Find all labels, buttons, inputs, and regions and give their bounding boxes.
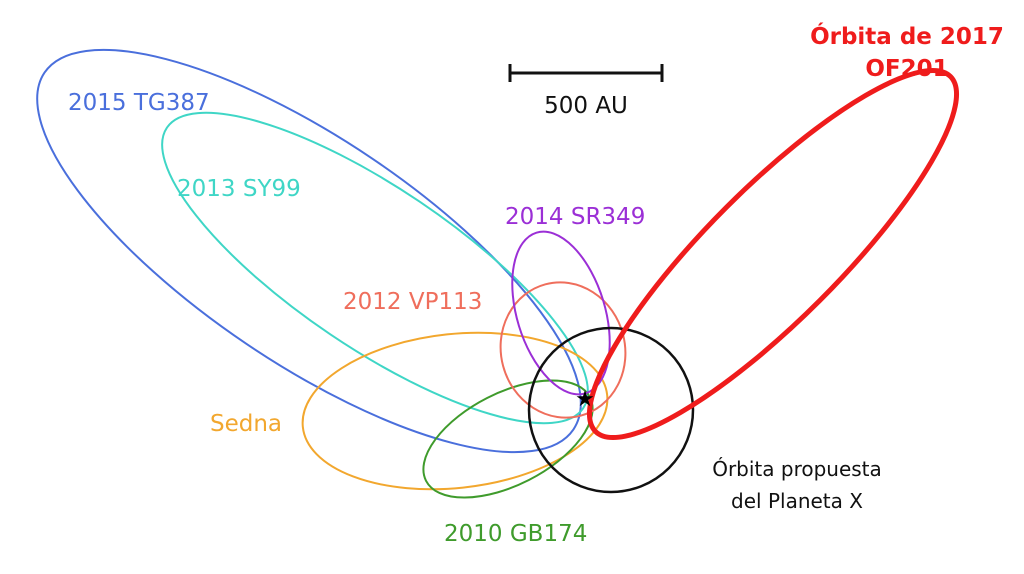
orbit-planeta-x xyxy=(527,326,695,494)
orbit-2013-sy99 xyxy=(161,111,589,425)
star-icon: ★ xyxy=(575,387,595,412)
orbit-2014-sr349 xyxy=(511,230,611,396)
label-2015-tg387: 2015 TG387 xyxy=(68,90,210,116)
scale-bar-label: 500 AU xyxy=(544,93,628,119)
orbit-2012-vp113 xyxy=(499,281,627,419)
label-planeta-x-line1: Órbita propuesta xyxy=(712,457,882,481)
label-2010-gb174: 2010 GB174 xyxy=(444,521,587,547)
label-planeta-x-line2: del Planeta X xyxy=(731,489,863,513)
scale-bar: 500 AU xyxy=(508,64,664,119)
label-2017-of201-line2: OF201 xyxy=(865,56,948,82)
label-2014-sr349: 2014 SR349 xyxy=(505,204,645,230)
label-2017-of201-line1: Órbita de 2017 xyxy=(810,22,1004,50)
label-2012-vp113: 2012 VP113 xyxy=(343,289,482,315)
orbit-2017-of201 xyxy=(586,67,960,441)
label-sedna: Sedna xyxy=(210,411,282,437)
orbit-2015-tg387 xyxy=(36,48,582,454)
orbit-sedna xyxy=(301,331,609,491)
label-2013-sy99: 2013 SY99 xyxy=(177,176,301,202)
